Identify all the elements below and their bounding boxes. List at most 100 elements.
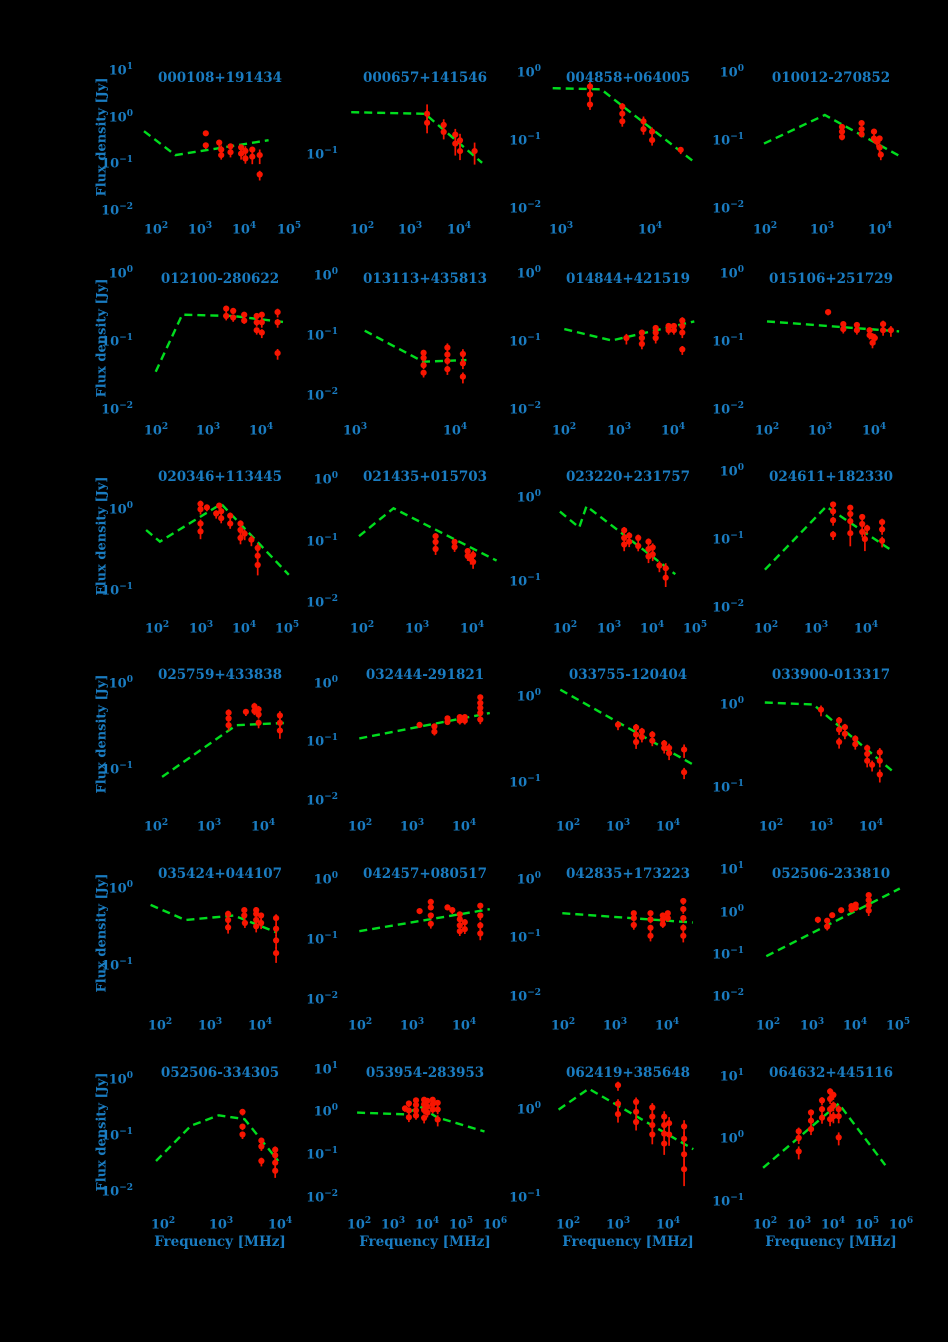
data-point	[659, 916, 666, 923]
x-tick-label: 102	[551, 422, 577, 439]
y-tick-label: 10−1	[509, 929, 541, 946]
data-point	[420, 369, 427, 376]
data-point	[817, 706, 825, 713]
subplot-014844+421519: 014844+421519 100 10−1 10−2 102 103 104	[509, 263, 708, 438]
x-tick-label: 102	[752, 1216, 778, 1233]
data-point	[853, 327, 860, 334]
data-point	[273, 925, 280, 932]
data-point	[276, 712, 283, 719]
data-point	[633, 1118, 640, 1126]
data-point	[859, 520, 866, 528]
y-tick-label: 100	[719, 463, 744, 480]
data-point	[614, 1082, 622, 1089]
data-point	[662, 565, 669, 572]
y-tick-label: 10−2	[306, 1189, 338, 1206]
data-point	[679, 317, 686, 324]
data-point	[227, 512, 234, 519]
data-point	[449, 907, 456, 914]
data-point	[405, 1114, 412, 1121]
data-point	[452, 140, 459, 147]
data-point	[880, 321, 887, 328]
data-point	[659, 921, 666, 928]
data-point	[633, 731, 640, 738]
data-point	[273, 950, 280, 957]
y-axis-label: Flux density [Jy]	[94, 77, 110, 197]
data-point	[202, 130, 209, 137]
plot-canvas	[143, 130, 269, 181]
plot-canvas	[562, 897, 693, 943]
y-tick-label: 10−1	[712, 1193, 744, 1210]
y-tick-label: 10−1	[712, 946, 744, 963]
data-point	[652, 329, 659, 336]
data-point	[630, 921, 637, 929]
data-point	[876, 135, 883, 142]
data-point	[635, 534, 642, 541]
subplot-024611+182330: 024611+182330 100 10−1 10−2 102 103 104	[712, 461, 911, 636]
data-point	[619, 110, 626, 117]
x-tick-label: 103	[187, 221, 213, 238]
data-point	[239, 1131, 246, 1138]
data-point	[870, 128, 878, 135]
data-point	[258, 1157, 265, 1165]
data-point	[416, 908, 423, 915]
plot-canvas	[564, 317, 695, 355]
y-tick-label: 10−1	[306, 146, 338, 163]
plot-canvas	[358, 506, 498, 569]
data-point	[852, 741, 859, 748]
data-point	[241, 317, 248, 324]
data-point	[241, 919, 248, 927]
y-tick-label: 10−1	[509, 333, 541, 350]
data-point	[840, 326, 847, 333]
x-tick-label: 104	[250, 818, 276, 835]
data-point	[258, 919, 265, 927]
data-point	[444, 718, 451, 726]
data-point	[830, 508, 837, 515]
data-point	[420, 362, 427, 369]
y-tick-label: 10−2	[712, 988, 744, 1005]
y-tick-label: 10−2	[712, 401, 744, 418]
plot-canvas	[762, 1088, 887, 1169]
data-point	[807, 1117, 815, 1124]
x-tick-label: 104	[231, 221, 257, 238]
data-point	[427, 904, 434, 911]
data-point	[237, 534, 244, 541]
plot-canvas	[766, 309, 900, 349]
data-point	[814, 916, 821, 923]
data-point	[876, 771, 883, 778]
data-point	[864, 525, 871, 532]
data-point	[421, 1114, 428, 1121]
y-tick-label: 101	[719, 861, 744, 878]
data-point	[824, 917, 831, 924]
data-point	[429, 1106, 436, 1113]
data-point	[635, 542, 642, 550]
data-point	[866, 327, 873, 334]
y-tick-label: 100	[516, 265, 541, 282]
y-axis-label: Flux density [Jy]	[94, 1072, 110, 1192]
data-point	[456, 911, 463, 918]
model-line	[766, 320, 900, 333]
model-line	[359, 908, 490, 933]
data-point	[273, 937, 280, 944]
data-point	[227, 520, 234, 527]
y-tick-label: 100	[313, 471, 338, 488]
data-point	[859, 528, 866, 535]
data-point	[865, 902, 872, 909]
data-point	[661, 1122, 668, 1129]
data-point	[795, 1134, 802, 1142]
x-tick-label: 103	[808, 818, 834, 835]
y-tick-label: 10−1	[101, 582, 133, 599]
y-tick-label: 10−2	[306, 792, 338, 809]
data-point	[661, 1140, 668, 1147]
data-point	[847, 530, 854, 537]
subplot-010012-270852: 010012-270852 100 10−1 10−2 102 103 104	[712, 62, 911, 237]
panel-title: 000657+141546	[362, 70, 488, 86]
data-point	[626, 532, 633, 539]
data-point	[461, 919, 468, 926]
x-tick-label: 102	[143, 422, 169, 439]
data-point	[835, 1113, 842, 1120]
data-point	[459, 373, 466, 380]
data-point	[681, 746, 688, 753]
data-point	[470, 558, 477, 565]
panel-title: 033900-013317	[771, 667, 891, 683]
y-tick-label: 10−1	[306, 931, 338, 948]
